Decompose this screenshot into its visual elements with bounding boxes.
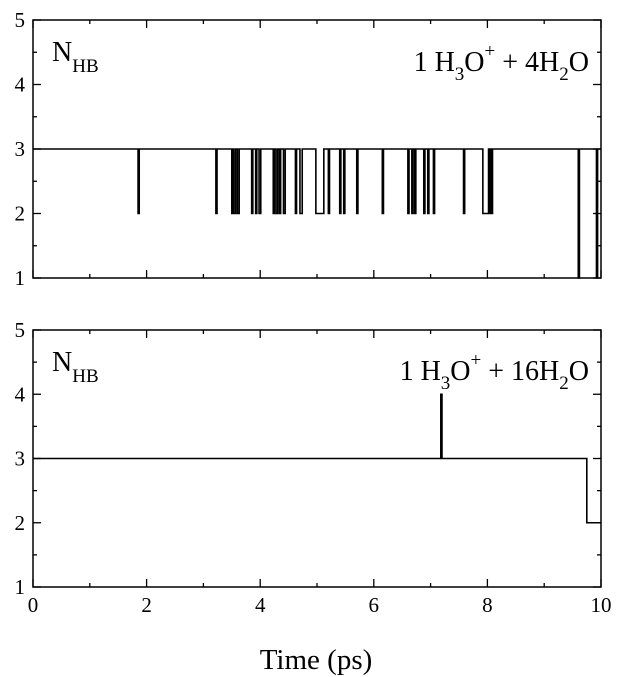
y-tick-label: 2 (15, 511, 26, 535)
system-label: 1 H3O+ + 4H2O (414, 41, 589, 85)
nhb-label: NHB (52, 37, 99, 77)
y-tick-label: 2 (15, 202, 26, 226)
x-axis-title: Time (ps) (260, 644, 373, 676)
axis-ticks (32, 19, 602, 279)
system-label: 1 H3O+ + 16H2O (400, 350, 589, 394)
x-tick-label: 6 (369, 593, 380, 617)
y-tick-labels: 1 2 3 4 5 (15, 318, 26, 599)
x-tick-label: 0 (28, 593, 39, 617)
y-tick-label: 5 (15, 8, 26, 32)
y-tick-label: 4 (15, 382, 26, 406)
y-tick-label: 1 (15, 575, 26, 599)
series-line (33, 393, 601, 524)
y-tick-label: 3 (15, 137, 26, 161)
nhb-label: NHB (52, 347, 99, 387)
y-tick-label: 5 (15, 318, 26, 342)
y-tick-label: 4 (15, 73, 26, 97)
y-tick-label: 1 (15, 266, 26, 290)
x-tick-labels: 0 2 4 6 8 10 (28, 593, 612, 617)
x-tick-label: 10 (591, 593, 612, 617)
series-line (33, 148, 601, 279)
chart-panel-bottom: 1 2 3 4 5 0 2 4 6 8 10 NHB 1 H3O+ + 16H2O Time (p… (15, 318, 612, 676)
x-tick-label: 2 (141, 593, 152, 617)
x-tick-label: 8 (482, 593, 493, 617)
x-tick-label: 4 (255, 593, 266, 617)
y-tick-labels: 1 2 3 4 5 (15, 8, 26, 290)
y-tick-label: 3 (15, 447, 26, 471)
chart-panel-top: 1 2 3 4 5 NHB 1 H3O+ + 4H2O (15, 8, 602, 290)
